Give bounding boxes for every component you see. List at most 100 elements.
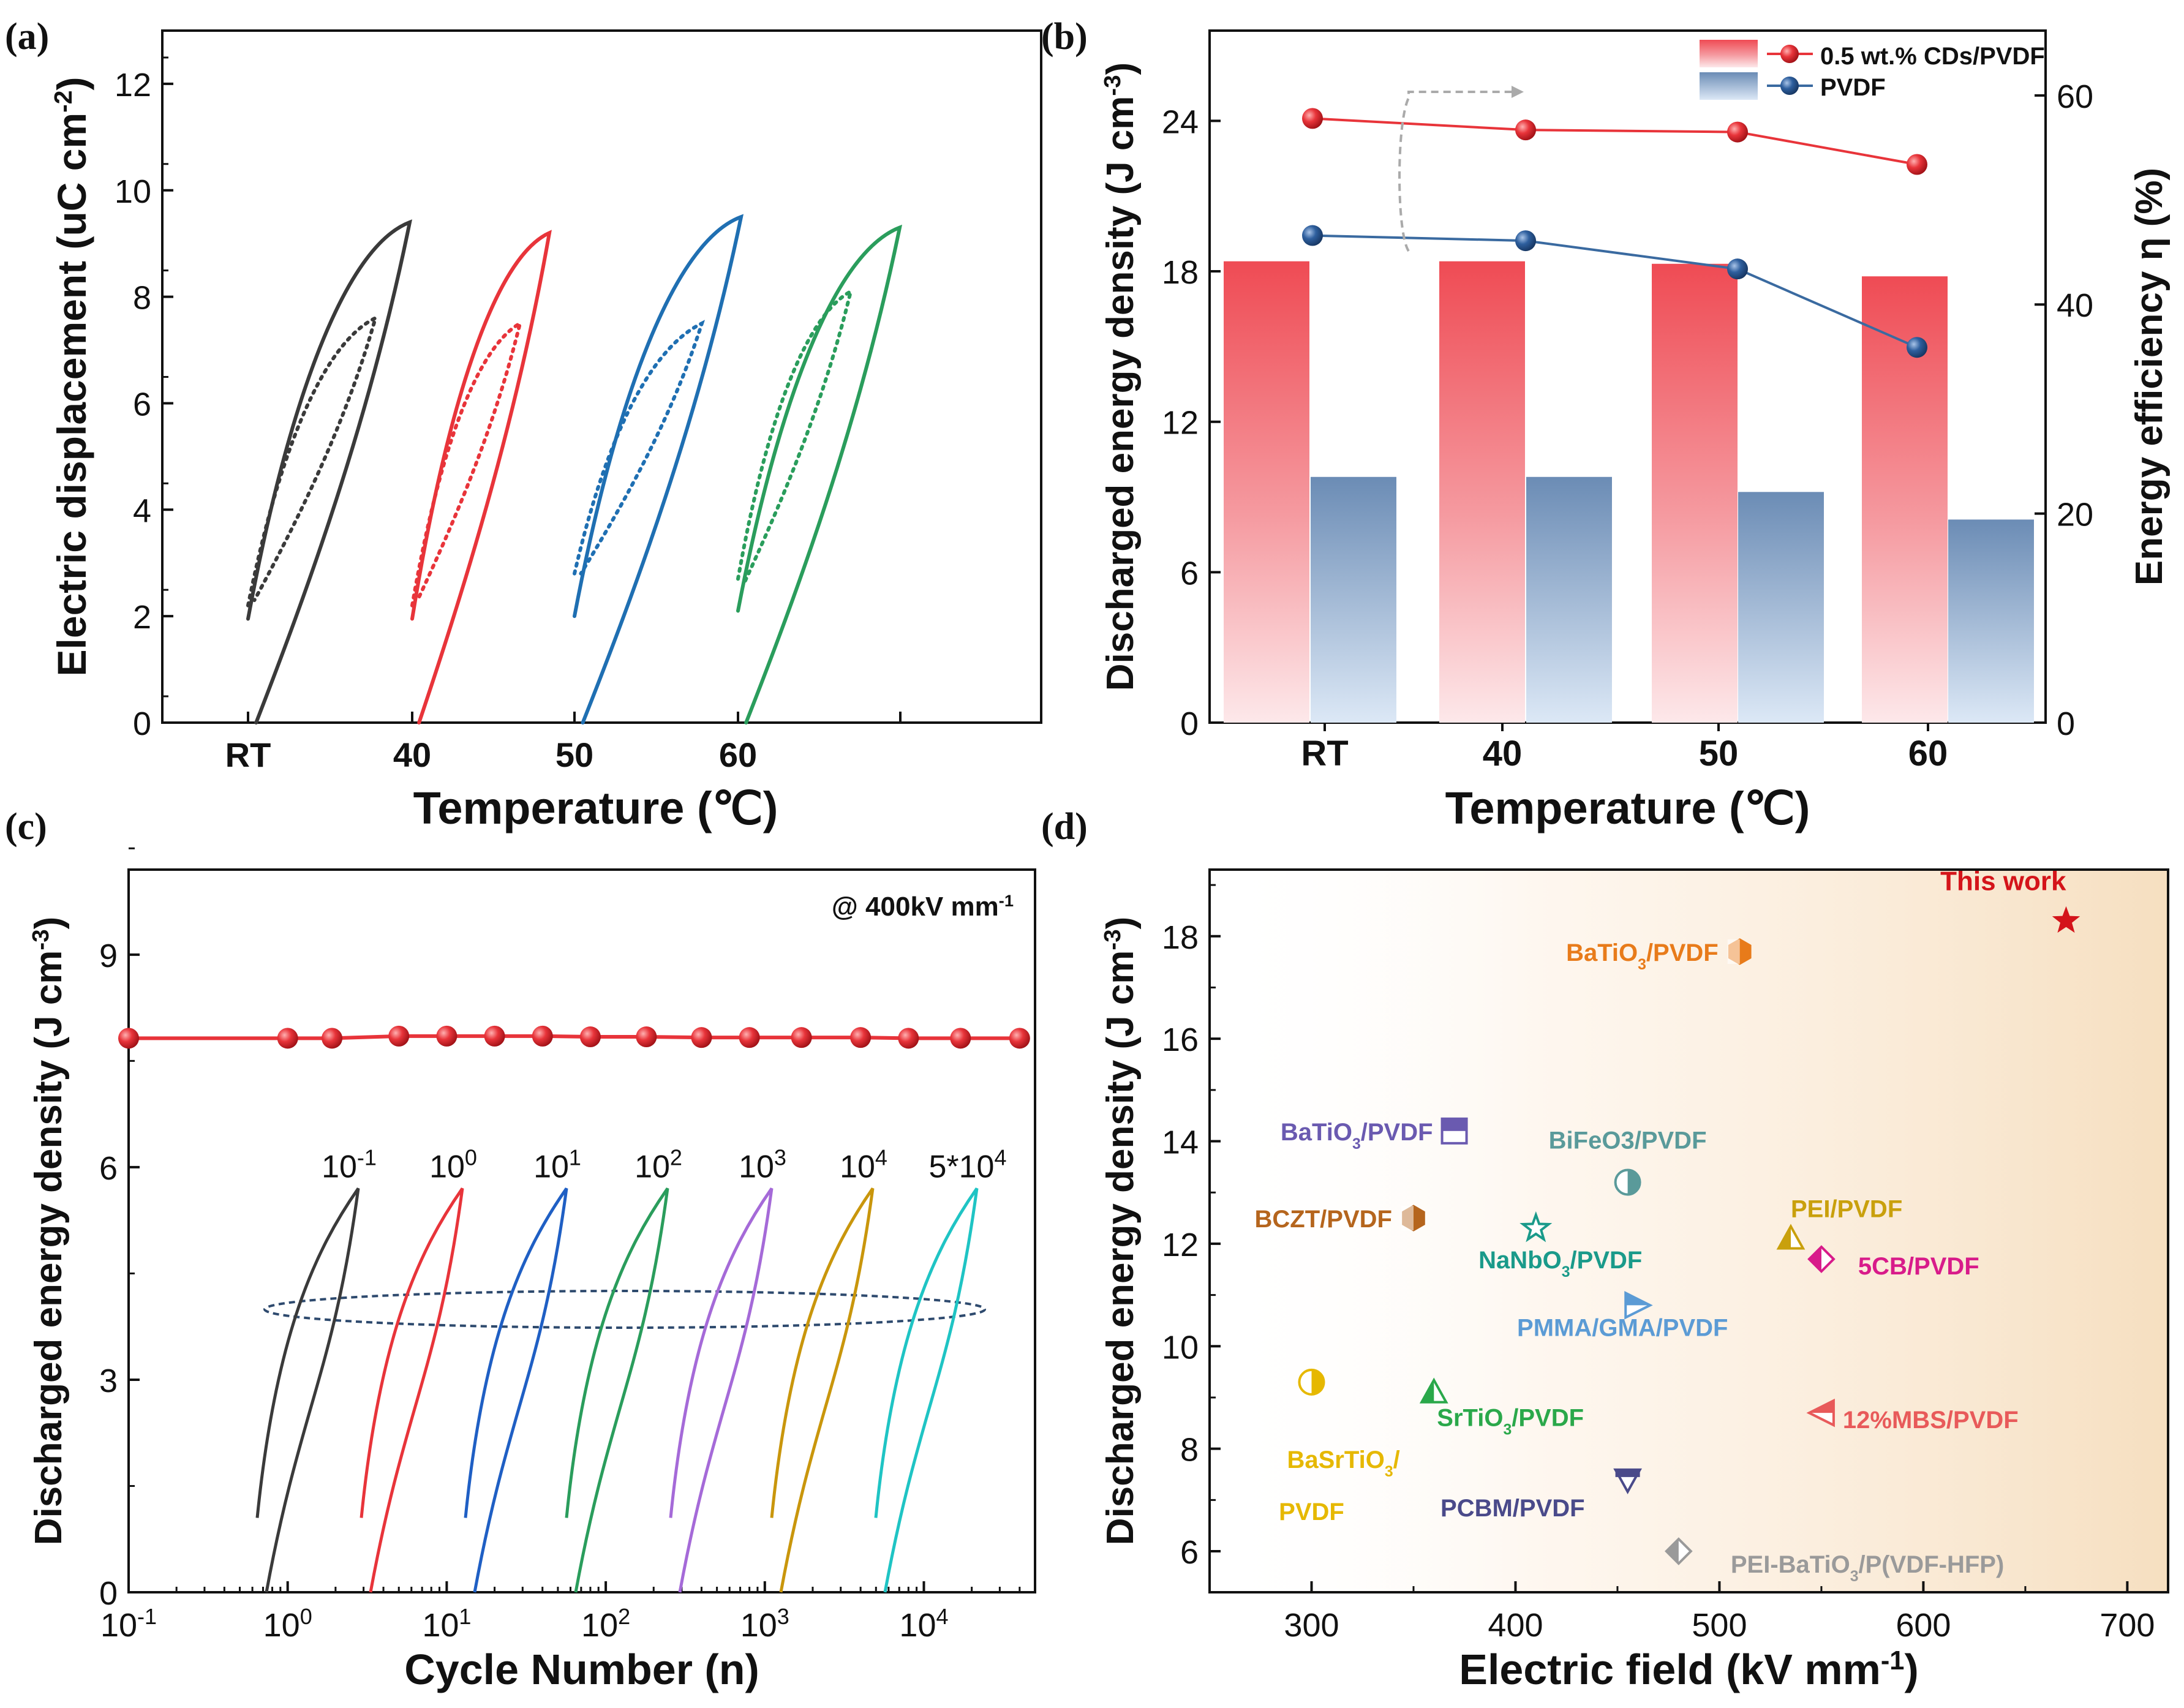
x-tick-label: 60 bbox=[1908, 734, 1948, 773]
marker-half bbox=[1778, 1226, 1791, 1249]
loop-dotted bbox=[736, 288, 854, 586]
cycle-loop bbox=[669, 1187, 774, 1593]
stability-marker bbox=[898, 1028, 919, 1049]
x-tick-label: 40 bbox=[1483, 734, 1523, 773]
point-label: PVDF bbox=[1279, 1499, 1344, 1526]
marker-half bbox=[1809, 1401, 1834, 1413]
marker-half bbox=[1627, 1170, 1640, 1195]
x-tick-label: RT bbox=[1301, 734, 1348, 773]
y-axis-title: Discharged energy density (J cm-3) bbox=[1099, 62, 1142, 691]
y-tick-label: 6 bbox=[99, 1150, 118, 1187]
y2-tick-label: 60 bbox=[2057, 78, 2093, 115]
stability-marker bbox=[532, 1025, 553, 1047]
y-tick-label: 3 bbox=[99, 1363, 118, 1399]
panel-label: (a) bbox=[5, 16, 49, 58]
x-tick-label: 600 bbox=[1896, 1607, 1951, 1644]
loop-solid bbox=[410, 230, 552, 724]
stability-marker bbox=[791, 1027, 812, 1048]
x-tick-label: 50 bbox=[555, 735, 593, 774]
panel-d: (d) 6 8 10 12 14 16 18 300 400 500 600 700 Electric f… bbox=[1041, 806, 2169, 1693]
series-marker bbox=[1907, 337, 1927, 358]
stability-marker bbox=[950, 1028, 971, 1049]
legend-label: 0.5 wt.% CDs/PVDF bbox=[1820, 43, 2045, 70]
stability-marker bbox=[579, 1026, 601, 1048]
plot-frame bbox=[1208, 868, 2169, 1593]
loop-solid bbox=[736, 224, 903, 724]
bar bbox=[1738, 492, 1824, 723]
stability-marker bbox=[739, 1027, 760, 1048]
series-marker bbox=[1515, 119, 1536, 141]
stability-marker bbox=[436, 1025, 458, 1047]
stability-marker bbox=[1009, 1028, 1030, 1049]
stability-line bbox=[129, 1034, 1020, 1040]
y-tick-label: 12 bbox=[1162, 1227, 1199, 1263]
bar bbox=[1526, 476, 1612, 723]
annotation: @ 400kV mm-1 bbox=[832, 891, 1014, 922]
legend-swatch-red bbox=[1700, 40, 1758, 67]
x-tick-label: 104 bbox=[899, 1604, 948, 1644]
cycle-label: 102 bbox=[634, 1145, 682, 1185]
series-marker bbox=[1907, 154, 1927, 175]
y-tick-label: 8 bbox=[133, 280, 151, 317]
series-line bbox=[1312, 234, 1918, 349]
marker-half bbox=[1311, 1369, 1324, 1394]
x-tick-label: 400 bbox=[1488, 1607, 1543, 1644]
y-axis-title: Electric displacement (uC cm-2) bbox=[49, 77, 94, 676]
y-tick-label: 2 bbox=[133, 599, 151, 636]
y2-tick-label: 40 bbox=[2057, 287, 2093, 324]
loop-dotted bbox=[573, 320, 705, 576]
y-tick-label: 6 bbox=[1180, 555, 1199, 592]
bar bbox=[1439, 261, 1525, 723]
bar bbox=[1862, 276, 1948, 723]
point-label: BCZT/PVDF bbox=[1255, 1206, 1392, 1233]
legend-label: PVDF bbox=[1820, 74, 1886, 101]
series-marker bbox=[1302, 108, 1323, 129]
cycle-loop bbox=[770, 1187, 875, 1593]
y-tick-label: 10 bbox=[1162, 1329, 1199, 1366]
y-tick-label: 4 bbox=[133, 492, 151, 529]
point-label: This work bbox=[1940, 867, 2066, 897]
point-label: BaSrTiO3/ bbox=[1287, 1447, 1399, 1480]
loop-dotted bbox=[410, 320, 523, 608]
x-tick-label: 500 bbox=[1692, 1607, 1747, 1644]
y-tick-label: 0 bbox=[99, 1575, 118, 1612]
panel-b: (b) 0 6 12 18 24 0 20 40 60 RT 40 50 60 0.5 wt.% CDs/P… bbox=[1041, 16, 2171, 833]
y-tick-label: 6 bbox=[133, 386, 151, 423]
x-tick-label: 300 bbox=[1284, 1607, 1339, 1644]
series-marker bbox=[1515, 230, 1536, 252]
x-axis-title: Temperature (℃) bbox=[1445, 783, 1810, 833]
cycle-label: 10-1 bbox=[322, 1145, 377, 1185]
cycle-loop bbox=[464, 1187, 568, 1593]
y-axis-title: Discharged energy density (J cm-3) bbox=[1099, 917, 1142, 1546]
point-label: SrTiO3/PVDF bbox=[1437, 1405, 1584, 1439]
series-marker bbox=[1727, 258, 1748, 280]
stability-marker bbox=[388, 1025, 410, 1047]
x-tick-label: 40 bbox=[393, 735, 431, 774]
cycle-label: 104 bbox=[840, 1145, 887, 1185]
y-axis-title: Discharged energy density (J cm-3) bbox=[28, 917, 70, 1546]
stability-marker bbox=[636, 1026, 657, 1048]
y-tick-label: 10 bbox=[115, 173, 151, 210]
x-tick-label: 100 bbox=[263, 1604, 312, 1644]
x-tick-label: 50 bbox=[1699, 734, 1739, 773]
point-label: BaTiO3/PVDF bbox=[1566, 939, 1719, 973]
marker-half bbox=[1809, 1247, 1821, 1272]
cycle-label: 101 bbox=[533, 1145, 581, 1185]
point-label: PEI-BaTiO3/P(VDF-HFP) bbox=[1731, 1551, 2004, 1585]
point-label: PMMA/GMA/PVDF bbox=[1517, 1314, 1728, 1341]
stability-marker bbox=[691, 1027, 712, 1048]
legend-swatch-blue bbox=[1700, 72, 1758, 100]
stability-marker bbox=[118, 1028, 139, 1049]
point-label: PEI/PVDF bbox=[1791, 1196, 1902, 1223]
x-tick-label: 10-1 bbox=[100, 1604, 157, 1644]
y2-tick-label: 0 bbox=[2057, 705, 2075, 742]
plot-frame bbox=[1208, 29, 2047, 724]
x-tick-label: RT bbox=[225, 735, 271, 774]
panel-c: (c) 0 3 6 9 10-1 100 101 102 103 104 Cycle Number (… bbox=[5, 806, 1036, 1693]
cycle-loop bbox=[360, 1187, 464, 1593]
marker-half bbox=[1442, 1118, 1467, 1131]
legend-marker-red bbox=[1780, 45, 1799, 63]
bar bbox=[1311, 476, 1396, 723]
cycle-label: 103 bbox=[739, 1145, 786, 1185]
x-tick-label: 103 bbox=[740, 1604, 789, 1644]
